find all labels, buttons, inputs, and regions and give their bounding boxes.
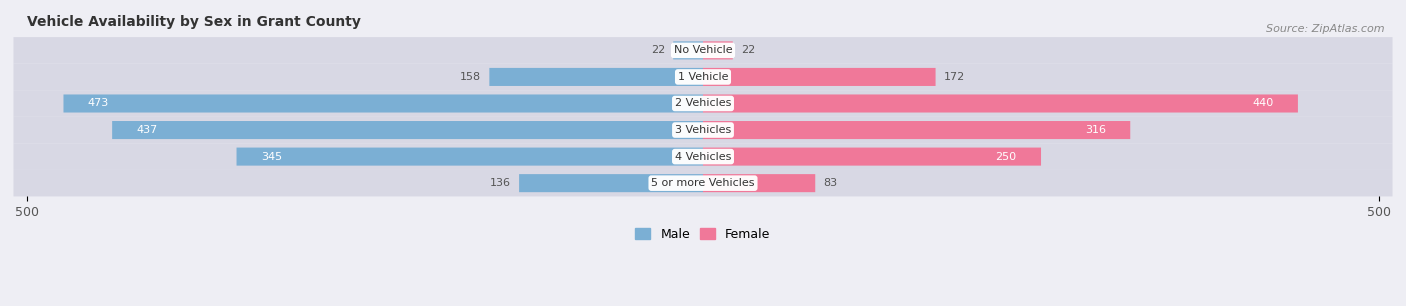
FancyBboxPatch shape (703, 41, 733, 59)
Text: 250: 250 (995, 151, 1017, 162)
Text: 83: 83 (824, 178, 838, 188)
FancyBboxPatch shape (14, 64, 1392, 90)
FancyBboxPatch shape (14, 90, 1392, 117)
Text: Source: ZipAtlas.com: Source: ZipAtlas.com (1267, 24, 1385, 35)
Text: 22: 22 (651, 45, 665, 55)
FancyBboxPatch shape (673, 41, 703, 59)
Text: 1 Vehicle: 1 Vehicle (678, 72, 728, 82)
Text: 22: 22 (741, 45, 755, 55)
FancyBboxPatch shape (703, 147, 1040, 166)
FancyBboxPatch shape (14, 143, 1392, 170)
FancyBboxPatch shape (14, 117, 1392, 143)
Text: 440: 440 (1253, 99, 1274, 109)
FancyBboxPatch shape (703, 68, 935, 86)
Text: 345: 345 (262, 151, 283, 162)
FancyBboxPatch shape (703, 174, 815, 192)
Text: 3 Vehicles: 3 Vehicles (675, 125, 731, 135)
Text: 316: 316 (1085, 125, 1107, 135)
Text: 172: 172 (943, 72, 965, 82)
FancyBboxPatch shape (489, 68, 703, 86)
Text: 473: 473 (87, 99, 110, 109)
Legend: Male, Female: Male, Female (630, 223, 776, 246)
Text: 136: 136 (491, 178, 510, 188)
Text: No Vehicle: No Vehicle (673, 45, 733, 55)
Text: 4 Vehicles: 4 Vehicles (675, 151, 731, 162)
Text: 158: 158 (460, 72, 481, 82)
FancyBboxPatch shape (63, 95, 703, 113)
FancyBboxPatch shape (14, 170, 1392, 196)
FancyBboxPatch shape (703, 95, 1298, 113)
FancyBboxPatch shape (236, 147, 703, 166)
FancyBboxPatch shape (519, 174, 703, 192)
Text: 5 or more Vehicles: 5 or more Vehicles (651, 178, 755, 188)
Text: Vehicle Availability by Sex in Grant County: Vehicle Availability by Sex in Grant Cou… (27, 15, 361, 29)
FancyBboxPatch shape (112, 121, 703, 139)
FancyBboxPatch shape (703, 121, 1130, 139)
Text: 437: 437 (136, 125, 157, 135)
FancyBboxPatch shape (14, 37, 1392, 64)
Text: 2 Vehicles: 2 Vehicles (675, 99, 731, 109)
